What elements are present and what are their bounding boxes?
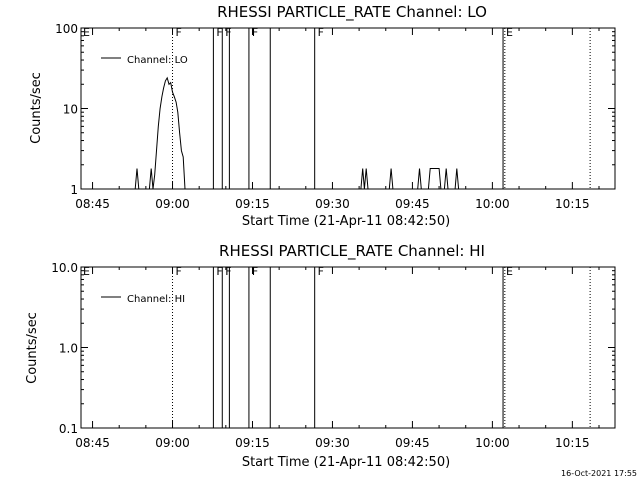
x-tick-label: 09:15 <box>235 436 270 450</box>
y-axis-label: Counts/sec <box>25 312 40 384</box>
event-flag: F <box>318 26 324 39</box>
y-tick-label: 10.0 <box>51 261 78 275</box>
x-tick-label: 10:15 <box>555 197 590 211</box>
legend-label: Channel: LO <box>127 55 188 66</box>
x-tick-label: 08:45 <box>75 436 110 450</box>
start-flag: E <box>83 265 90 278</box>
chart-title: RHESSI PARTICLE_RATE Channel: LO <box>217 3 487 22</box>
x-tick-label: 09:00 <box>155 197 190 211</box>
chart-title: RHESSI PARTICLE_RATE Channel: HI <box>219 242 485 261</box>
x-tick-label: 10:15 <box>555 436 590 450</box>
plot-lo-channel: RHESSI PARTICLE_RATE Channel: LO Start T… <box>29 3 616 229</box>
event-flag: E <box>506 26 513 39</box>
y-tick-label: 10 <box>63 103 78 117</box>
event-flag: F <box>252 265 258 278</box>
plot-frame <box>80 27 616 190</box>
event-flag: F <box>176 265 182 278</box>
series-line <box>134 76 460 190</box>
y-tick-label: 0.1 <box>59 422 78 436</box>
x-tick-label: 09:00 <box>155 436 190 450</box>
x-tick-label: 10:00 <box>475 197 510 211</box>
x-axis-label: Start Time (21-Apr-11 08:42:50) <box>242 455 450 470</box>
x-tick-label: 10:00 <box>475 436 510 450</box>
x-tick-label: 09:45 <box>395 436 430 450</box>
x-tick-label: 09:30 <box>315 436 350 450</box>
event-flag: F <box>176 26 182 39</box>
legend-label: Channel: HI <box>127 294 185 305</box>
y-axis-label: Counts/sec <box>29 72 44 144</box>
plot-frame <box>80 266 616 429</box>
event-flag: F <box>216 26 222 39</box>
plot-hi-channel: RHESSI PARTICLE_RATE Channel: HI Start T… <box>25 242 616 470</box>
y-tick-label: 1.0 <box>59 342 78 356</box>
start-flag: E <box>83 26 90 39</box>
event-flag: E <box>506 265 513 278</box>
event-flag: F <box>318 265 324 278</box>
generation-timestamp: 16-Oct-2021 17:55 <box>561 469 637 478</box>
x-tick-label: 09:45 <box>395 197 430 211</box>
x-axis-label: Start Time (21-Apr-11 08:42:50) <box>242 214 450 229</box>
event-flag: F <box>225 265 231 278</box>
event-flag: F <box>225 26 231 39</box>
y-tick-label: 100 <box>55 22 78 36</box>
x-tick-label: 09:30 <box>315 197 350 211</box>
x-tick-label: 09:15 <box>235 197 270 211</box>
x-tick-label: 08:45 <box>75 197 110 211</box>
event-flag: F <box>216 265 222 278</box>
event-flag: F <box>252 26 258 39</box>
y-tick-label: 1 <box>70 183 78 197</box>
